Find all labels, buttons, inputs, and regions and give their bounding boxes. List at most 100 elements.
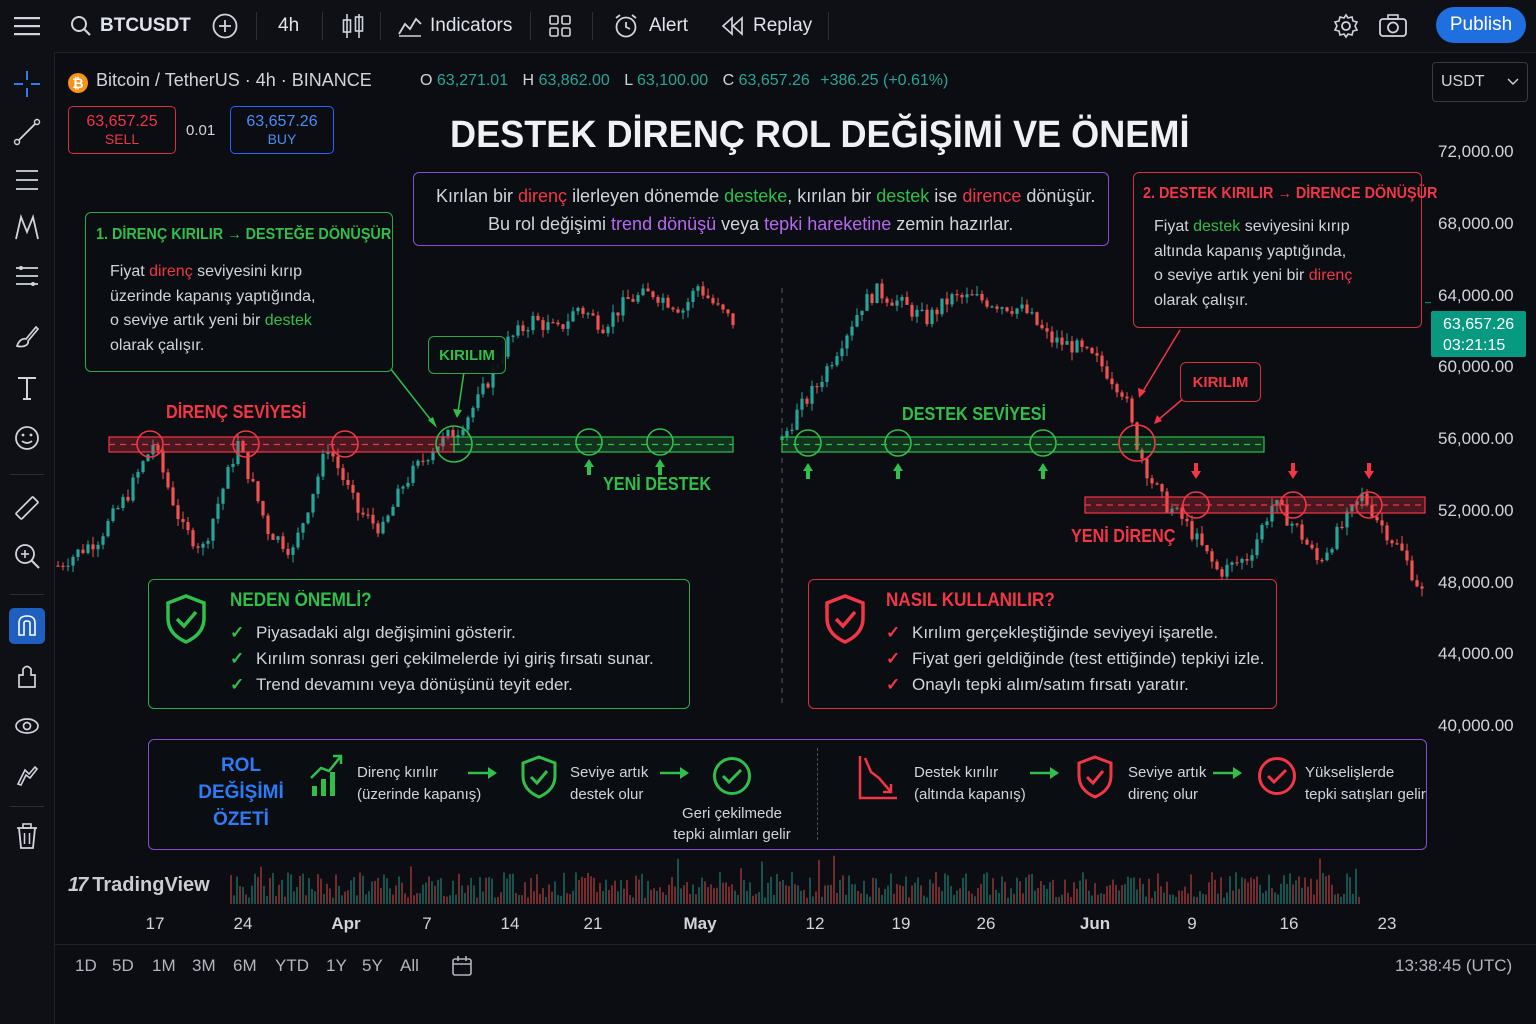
volume-bar: [1013, 893, 1015, 904]
how-item: ✓ Fiyat geri geldiğinde (test ettiğinde) …: [886, 646, 1264, 672]
summary-title: ROL DEĞİŞİMİ ÖZETİ: [176, 752, 306, 833]
volume-bar: [1307, 886, 1309, 904]
symbol-title: Bitcoin / TetherUS · 4h · BINANCE: [96, 70, 372, 90]
text: , kırılan bir: [787, 186, 877, 206]
why-list: ✓ Piyasadaki algı değişimini gösterir. ✓ K…: [230, 620, 654, 698]
sell-button[interactable]: 63,657.25 SELL: [68, 106, 176, 154]
volume-bar: [1268, 874, 1270, 904]
volume-bar: [725, 882, 727, 904]
trash-icon[interactable]: [9, 818, 45, 854]
volume-bar: [518, 895, 520, 904]
emoji-icon[interactable]: [9, 420, 45, 456]
candle-body: [721, 304, 725, 310]
open-value: 63,271.01: [436, 72, 509, 89]
layouts-icon[interactable]: [549, 0, 571, 52]
candle-body: [810, 386, 814, 404]
text-direnc: direnç: [149, 263, 193, 280]
volume-bar: [329, 888, 331, 904]
candle-body: [1295, 523, 1299, 525]
volume-bar: [572, 890, 574, 904]
candle-body: [621, 297, 625, 316]
ruler-icon[interactable]: [9, 490, 45, 526]
utc-clock[interactable]: 13:38:45 (UTC): [1395, 956, 1513, 975]
indicators-button[interactable]: Indicators: [398, 0, 512, 52]
candle-body: [850, 326, 854, 336]
candle-body: [1145, 458, 1149, 479]
volume-bar: [695, 894, 697, 904]
volume-bar: [1274, 892, 1276, 904]
compare-add-icon[interactable]: [212, 0, 238, 52]
candle-body: [1000, 307, 1004, 309]
pointer-line: [389, 367, 435, 425]
volume-bar: [311, 888, 313, 904]
candle-body: [426, 460, 430, 462]
candle-body: [266, 515, 270, 535]
candle-body: [186, 522, 190, 531]
calendar-range-icon[interactable]: [451, 955, 473, 977]
volume-bar: [677, 858, 679, 904]
role-change-summary-panel: [148, 739, 1427, 850]
settings-gear-icon[interactable]: [1333, 0, 1359, 52]
timeframe-button[interactable]: All: [400, 956, 419, 975]
camera-icon[interactable]: [1379, 0, 1407, 52]
timeframe-button[interactable]: 5Y: [362, 956, 383, 975]
timeframe-button[interactable]: 6M: [233, 956, 257, 975]
pattern-icon[interactable]: [9, 210, 45, 246]
volume-bar: [839, 879, 841, 904]
zoom-icon[interactable]: [9, 538, 45, 574]
volume-bar: [1217, 893, 1219, 904]
volume-bar: [635, 875, 637, 904]
timeframe-button[interactable]: 1D: [75, 956, 97, 975]
lock-drawings-icon[interactable]: [9, 658, 45, 694]
volume-bar: [866, 894, 868, 904]
interval-button[interactable]: 4h: [278, 15, 300, 36]
crosshair-icon[interactable]: [9, 66, 45, 102]
volume-bar: [740, 868, 742, 904]
currency-select[interactable]: USDT: [1432, 62, 1528, 102]
candle-body: [945, 298, 949, 305]
symbol-search[interactable]: BTCUSDT: [70, 0, 191, 52]
divider: [10, 806, 44, 807]
hide-drawings-icon[interactable]: [9, 708, 45, 744]
volume-bar: [764, 897, 766, 904]
timeframe-button[interactable]: 3M: [192, 956, 216, 975]
magnet-icon[interactable]: [9, 608, 45, 644]
volume-bar: [371, 881, 373, 904]
favorites-icon[interactable]: [9, 758, 45, 794]
volume-bar: [488, 877, 490, 904]
timeframe-button[interactable]: 1M: [152, 956, 176, 975]
candle-type-icon[interactable]: [342, 0, 364, 52]
volume-bar: [431, 881, 433, 904]
timeframe-button[interactable]: 5D: [112, 956, 134, 975]
candle-body: [231, 464, 235, 467]
new-resistance-label: YENİ DİRENÇ: [1071, 526, 1176, 546]
symbol-legend[interactable]: ₿ Bitcoin / TetherUS · 4h · BINANCE: [68, 70, 372, 93]
candle-body: [1060, 337, 1064, 345]
candle-body: [356, 492, 360, 513]
volume-bar: [626, 879, 628, 904]
trend-line-icon[interactable]: [9, 114, 45, 150]
candle-body: [141, 461, 145, 473]
candle-body: [246, 452, 250, 480]
timeframe-button[interactable]: 1Y: [326, 956, 347, 975]
prediction-icon[interactable]: [9, 258, 45, 294]
volume-bar: [869, 896, 871, 904]
alert-button[interactable]: Alert: [613, 0, 688, 52]
timeframe-button[interactable]: YTD: [275, 956, 309, 975]
text-tool-icon[interactable]: [9, 370, 45, 406]
menu-icon[interactable]: [14, 0, 40, 52]
volume-bar: [317, 874, 319, 904]
candle-body: [196, 546, 200, 548]
volume-bar: [1016, 877, 1018, 904]
fib-retracement-icon[interactable]: [9, 162, 45, 198]
chevron-down-icon: [1507, 78, 1519, 85]
publish-button[interactable]: Publish: [1436, 7, 1526, 43]
brush-icon[interactable]: [9, 318, 45, 354]
touch-point-circle: [646, 428, 674, 456]
candle-body: [1095, 353, 1099, 356]
pointer-arrowhead: [1138, 388, 1146, 398]
buy-button[interactable]: 63,657.26 BUY: [230, 106, 334, 154]
candle-body: [541, 320, 545, 330]
replay-button[interactable]: Replay: [721, 0, 812, 52]
